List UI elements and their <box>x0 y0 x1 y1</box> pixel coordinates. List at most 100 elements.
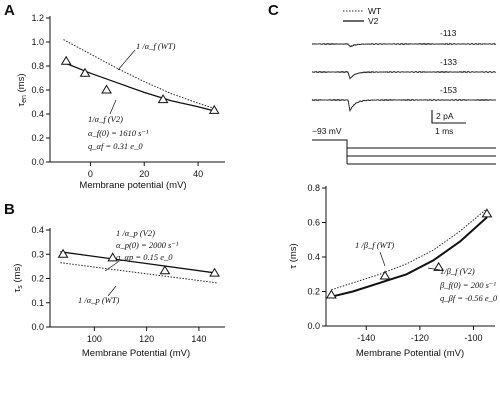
trace-label-133: -133 <box>440 57 457 67</box>
panel-a-label-alpha0: α_f(0) = 1610 s⁻¹ <box>88 128 149 138</box>
panel-a-label-v2: 1/α_f (V2) <box>88 114 123 124</box>
panel-b-label-alpha0: α_p(0) = 2000 s⁻¹ <box>116 240 179 250</box>
panel-b-label-v2: 1 /α_p (V2) <box>116 228 155 238</box>
current-traces <box>311 42 497 113</box>
x-tick-label: -100 <box>465 333 483 343</box>
panel-b-x-axis-title: Membrane Potential (mV) <box>82 348 190 359</box>
series-line-c-0 <box>331 208 488 291</box>
panel-b-axes <box>49 228 225 328</box>
panel-c-axes <box>325 186 495 327</box>
current-trace-wt-1 <box>311 71 497 80</box>
panel-c-label-wt: 1 /β_f (WT) <box>355 240 394 250</box>
y-tick-label: 1.0 <box>31 37 44 47</box>
series-line-a-1 <box>63 61 218 113</box>
current-trace-v2-1 <box>311 70 497 79</box>
data-point-c-0 <box>325 289 337 299</box>
panel-c-y-axis-title: τ (ms) <box>288 243 299 268</box>
panel-c-label-v2: 1/β_f (V2) <box>440 266 475 276</box>
panel-a: A 0.0 0.2 0.4 0.6 0.8 1.0 1.2 0 20 40 τen (ms) M… <box>4 2 225 191</box>
panel-b-marks <box>57 248 220 284</box>
voltage-protocol <box>312 139 496 165</box>
current-trace-v2-2 <box>311 98 496 113</box>
panel-c: C WT V2 -113 -133 -153 2 pA 1 ms −93 mV … <box>268 2 498 359</box>
x-tick-label: 120 <box>139 334 154 344</box>
trace-label-113: -113 <box>440 28 457 38</box>
panel-a-leader-wt <box>117 49 136 71</box>
panel-a-x-ticks: 0 20 40 <box>88 162 203 179</box>
scale-bar <box>431 110 466 124</box>
panel-a-axes <box>49 16 225 163</box>
panel-b-y-ticks: 0.0 0.1 0.2 0.3 0.4 <box>31 225 50 332</box>
panel-c-leader-wt <box>379 251 386 267</box>
y-tick-label: 0.4 <box>31 109 44 119</box>
panel-c-label-q: q_βf = -0.56 e_0 <box>440 293 498 303</box>
panel-b-y-axis-title: τs (ms) <box>12 264 24 293</box>
data-point-c-3 <box>481 208 493 218</box>
series-line-b-0 <box>60 251 218 274</box>
y-tick-label: 0.2 <box>307 287 320 297</box>
y-tick-label: 0.2 <box>31 274 44 284</box>
data-point-a-3 <box>157 94 169 104</box>
data-point-a-0 <box>60 55 72 65</box>
current-trace-wt-2 <box>311 99 496 112</box>
x-tick-label: -120 <box>411 333 429 343</box>
y-tick-label: 0.6 <box>307 218 320 228</box>
data-point-c-2 <box>433 261 445 271</box>
panel-b-label-wt: 1 /α_p (WT) <box>78 295 119 305</box>
legend-v2-label: V2 <box>368 16 379 26</box>
y-tick-label: 0.8 <box>307 183 320 193</box>
data-point-b-3 <box>209 267 220 277</box>
panel-c-leader-v2 <box>427 267 441 271</box>
panel-a-x-axis-title: Membrane potential (mV) <box>79 180 186 191</box>
panel-letter-a: A <box>4 2 15 19</box>
y-tick-label: 0.1 <box>31 298 44 308</box>
x-tick-label: 0 <box>88 169 93 179</box>
panel-b-leader-v2 <box>104 261 119 272</box>
x-tick-label: 100 <box>87 334 102 344</box>
trace-label-153: -153 <box>440 85 457 95</box>
x-tick-label: 140 <box>191 334 206 344</box>
y-tick-label: 1.2 <box>31 13 44 23</box>
panel-b-x-ticks: 100 120 140 <box>87 327 206 344</box>
y-tick-label: 0.4 <box>307 252 320 262</box>
panel-b-leader-wt <box>107 285 117 297</box>
series-line-c-1 <box>331 216 488 298</box>
current-trace-wt-0 <box>311 43 497 48</box>
panel-a-y-axis-title: τen (ms) <box>16 73 28 106</box>
holding-potential-label: −93 mV <box>312 126 342 136</box>
data-point-b-2 <box>159 265 171 275</box>
panel-letter-c: C <box>268 2 279 19</box>
x-tick-label: 40 <box>193 169 203 179</box>
y-tick-label: 0.8 <box>31 61 44 71</box>
panel-a-leader-v2 <box>109 99 117 115</box>
panel-c-x-axis-title: Membrane Potential (mV) <box>356 348 464 359</box>
panel-letter-b: B <box>4 201 15 218</box>
data-point-a-1 <box>79 67 91 77</box>
panel-a-marks <box>60 39 220 114</box>
data-point-c-1 <box>379 270 391 280</box>
y-tick-label: 0.6 <box>31 85 44 95</box>
legend-wt-label: WT <box>368 6 381 16</box>
y-tick-label: 0.0 <box>307 321 320 331</box>
data-point-a-2 <box>101 84 112 94</box>
y-tick-label: 0.0 <box>31 322 44 332</box>
panel-c-label-beta0: β_f(0) = 200 s⁻¹ <box>439 280 496 290</box>
y-tick-label: 0.4 <box>31 225 44 235</box>
y-tick-label: 0.2 <box>31 133 44 143</box>
scale-bar-current: 2 pA <box>436 111 454 121</box>
y-tick-label: 0.0 <box>31 157 44 167</box>
panel-a-label-q: q_αf = 0.31 e_0 <box>88 141 143 151</box>
x-tick-label: -140 <box>357 333 375 343</box>
panel-a-label-wt: 1 /α_f (WT) <box>136 41 176 51</box>
panel-b-label-q: q_αp = 0.15 e_0 <box>116 252 173 262</box>
panel-c-marks <box>325 208 493 299</box>
series-line-b-1 <box>60 262 218 284</box>
x-tick-label: 20 <box>139 169 149 179</box>
y-tick-label: 0.3 <box>31 249 44 259</box>
panel-c-y-ticks: 0.0 0.2 0.4 0.6 0.8 <box>307 183 326 331</box>
scale-bar-time: 1 ms <box>435 126 453 136</box>
data-point-b-0 <box>57 248 69 258</box>
panel-a-y-ticks: 0.0 0.2 0.4 0.6 0.8 1.0 1.2 <box>31 13 50 167</box>
panel-c-x-ticks: -140 -120 -100 <box>357 326 483 343</box>
